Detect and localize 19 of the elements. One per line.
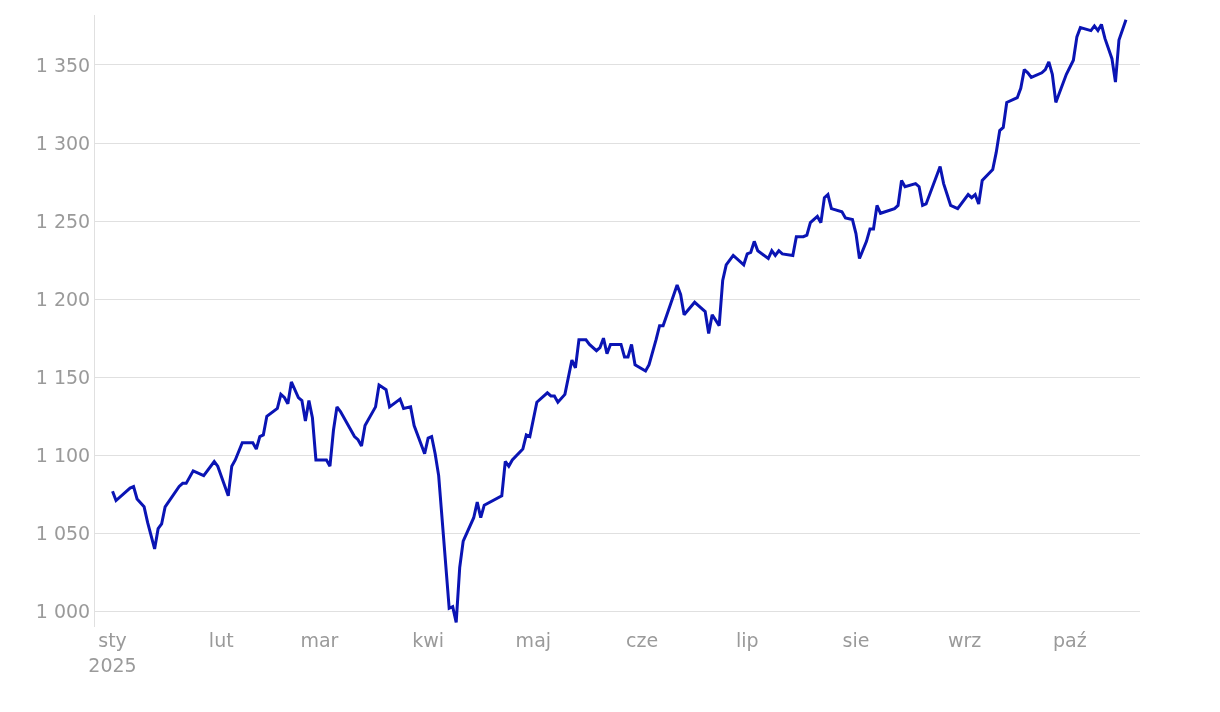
- y-tick-label: 1 000: [35, 600, 91, 623]
- line-series: [111, 18, 1128, 624]
- y-tick-label: 1 250: [35, 209, 91, 232]
- x-tick-label: sty 2025: [88, 629, 137, 676]
- x-tick-label: lip: [735, 629, 759, 651]
- x-tick-label: paź: [1053, 629, 1087, 651]
- x-tick-label: mar: [300, 629, 339, 651]
- x-tick-label: kwi: [412, 629, 445, 651]
- x-tick-label: lut: [208, 629, 234, 651]
- y-tick-label: 1 100: [35, 443, 91, 466]
- y-tick-label: 1 300: [35, 131, 91, 154]
- x-tick-label: cze: [626, 629, 659, 651]
- y-tick-label: 1 350: [35, 53, 91, 76]
- x-tick-label: wrz: [948, 629, 982, 651]
- y-tick-label: 1 050: [35, 521, 91, 544]
- y-tick-label: 1 200: [35, 287, 91, 310]
- x-tick-label: sie: [842, 629, 870, 651]
- y-tick-label: 1 150: [35, 365, 91, 388]
- x-tick-label: maj: [515, 629, 552, 651]
